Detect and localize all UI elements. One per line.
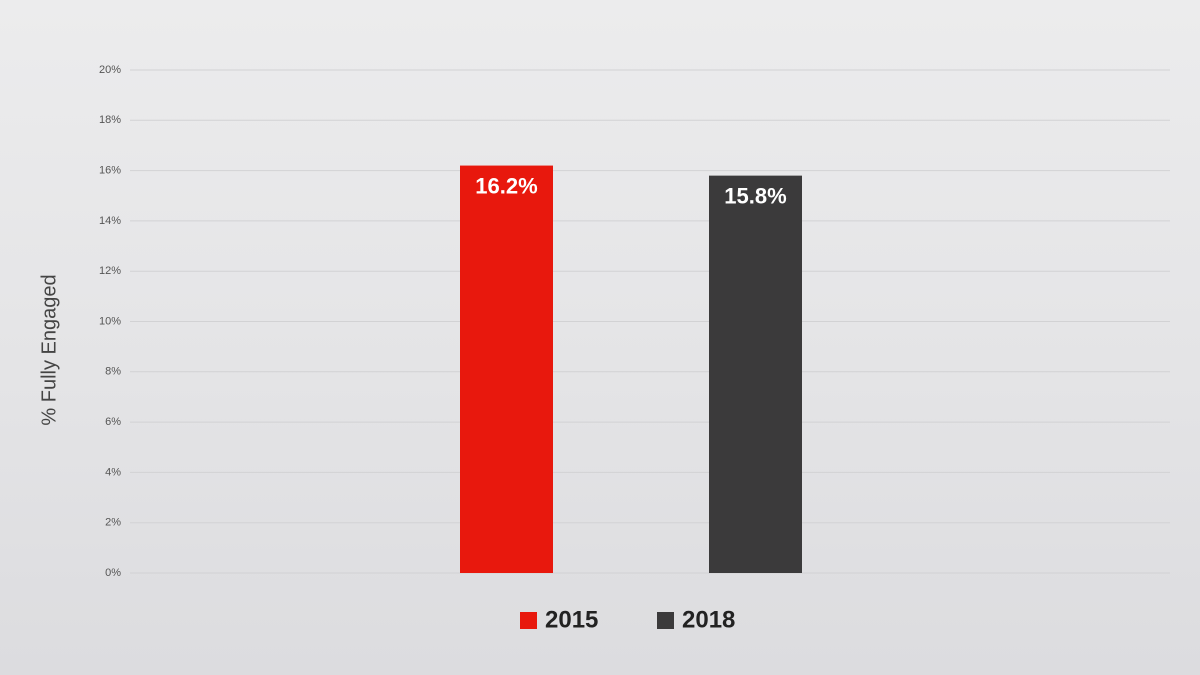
y-axis-label: % Fully Engaged: [38, 274, 60, 425]
legend-swatch: [657, 612, 674, 629]
y-tick-label: 2%: [105, 517, 121, 529]
y-tick-label: 18%: [99, 114, 121, 126]
y-tick-label: 14%: [99, 215, 121, 227]
value-label: 16.2%: [475, 173, 537, 198]
legend-swatch: [520, 612, 537, 629]
value-label: 15.8%: [724, 183, 786, 208]
y-tick-label: 12%: [99, 265, 121, 277]
y-tick-label: 10%: [99, 315, 121, 327]
legend-label: 2015: [545, 606, 598, 633]
legend-label: 2018: [682, 606, 735, 633]
y-tick-label: 16%: [99, 165, 121, 177]
y-tick-label: 0%: [105, 567, 121, 579]
bar: [709, 175, 802, 573]
y-tick-label: 20%: [99, 64, 121, 76]
y-tick-label: 6%: [105, 416, 121, 428]
y-tick-label: 8%: [105, 366, 121, 378]
bar: [460, 165, 553, 573]
y-tick-label: 4%: [105, 466, 121, 478]
